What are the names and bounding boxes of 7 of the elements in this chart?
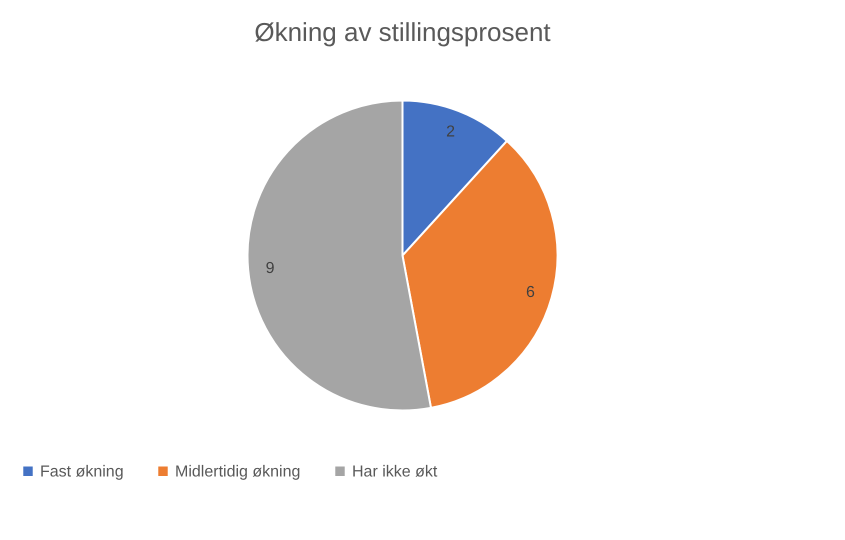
- data-label: 9: [266, 260, 275, 277]
- legend-label: Midlertidig økning: [175, 463, 300, 480]
- chart-title: Økning av stillingsprosent: [254, 17, 552, 47]
- data-label: 6: [526, 284, 535, 301]
- legend-label: Fast økning: [40, 463, 124, 480]
- data-label: 2: [446, 123, 456, 140]
- legend-label: Har ikke økt: [352, 463, 438, 480]
